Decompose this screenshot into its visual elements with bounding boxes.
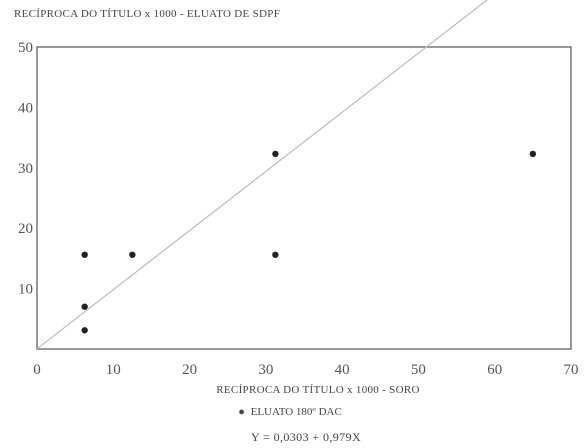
- y-tick-label: 10: [18, 282, 33, 298]
- y-tick-label: 50: [18, 40, 33, 56]
- y-axis-ticks: 10 20 30 40 50: [18, 40, 33, 298]
- data-point: [81, 251, 88, 258]
- y-tick-label: 30: [18, 161, 33, 177]
- legend-label: ELUATO 180º DAC: [251, 406, 342, 418]
- data-point: [81, 303, 88, 310]
- plot-area: 0 10 20 30 40 50 60 70 10 20 30 40 50: [18, 0, 579, 378]
- legend: ● ELUATO 180º DAC: [238, 406, 342, 418]
- x-tick-label: 70: [564, 362, 579, 378]
- regression-equation: Y = 0,0303 + 0,979X: [251, 430, 361, 444]
- x-tick-label: 20: [182, 362, 197, 378]
- x-tick-label: 0: [33, 362, 41, 378]
- x-tick-label: 10: [106, 362, 121, 378]
- data-point: [529, 150, 537, 158]
- x-tick-label: 30: [258, 362, 273, 378]
- y-tick-label: 20: [18, 221, 33, 237]
- data-points: [81, 150, 537, 334]
- legend-marker: ●: [238, 406, 245, 418]
- legend-entry: ● ELUATO 180º DAC: [238, 406, 342, 418]
- x-tick-label: 50: [411, 362, 426, 378]
- data-point: [272, 150, 279, 158]
- data-point: [129, 251, 136, 258]
- x-axis-label: RECÍPROCA DO TÍTULO x 1000 - SORO: [216, 384, 419, 396]
- x-tick-label: 40: [335, 362, 350, 378]
- data-point: [272, 251, 279, 258]
- data-point: [81, 327, 88, 334]
- y-tick-label: 40: [18, 100, 33, 116]
- plot-frame: [36, 46, 572, 350]
- chart-title: RECÍPROCA DO TÍTULO x 1000 - ELUATO DE S…: [14, 8, 280, 20]
- x-tick-label: 60: [487, 362, 502, 378]
- regression-line: [36, 0, 488, 350]
- x-axis-ticks: 0 10 20 30 40 50 60 70: [33, 362, 578, 378]
